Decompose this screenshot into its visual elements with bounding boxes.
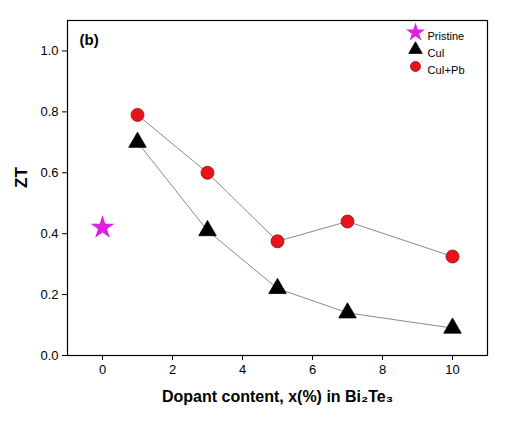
svg-text:ZT: ZT bbox=[12, 167, 31, 188]
svg-text:10: 10 bbox=[445, 362, 459, 377]
svg-text:Dopant content, x(%) in Bi₂Te₃: Dopant content, x(%) in Bi₂Te₃ bbox=[162, 388, 393, 405]
svg-text:Pristine: Pristine bbox=[428, 30, 465, 42]
svg-text:0.6: 0.6 bbox=[40, 165, 58, 180]
svg-text:2: 2 bbox=[169, 362, 176, 377]
svg-text:0: 0 bbox=[99, 362, 106, 377]
svg-text:(b): (b) bbox=[80, 31, 99, 48]
svg-text:0.8: 0.8 bbox=[40, 104, 58, 119]
svg-text:0.4: 0.4 bbox=[40, 226, 58, 241]
svg-text:CuI+Pb: CuI+Pb bbox=[428, 64, 465, 76]
svg-text:6: 6 bbox=[309, 362, 316, 377]
svg-text:8: 8 bbox=[379, 362, 386, 377]
svg-text:0.0: 0.0 bbox=[40, 348, 58, 363]
svg-text:1.0: 1.0 bbox=[40, 43, 58, 58]
svg-text:4: 4 bbox=[239, 362, 246, 377]
svg-text:0.2: 0.2 bbox=[40, 287, 58, 302]
svg-text:CuI: CuI bbox=[428, 47, 445, 59]
